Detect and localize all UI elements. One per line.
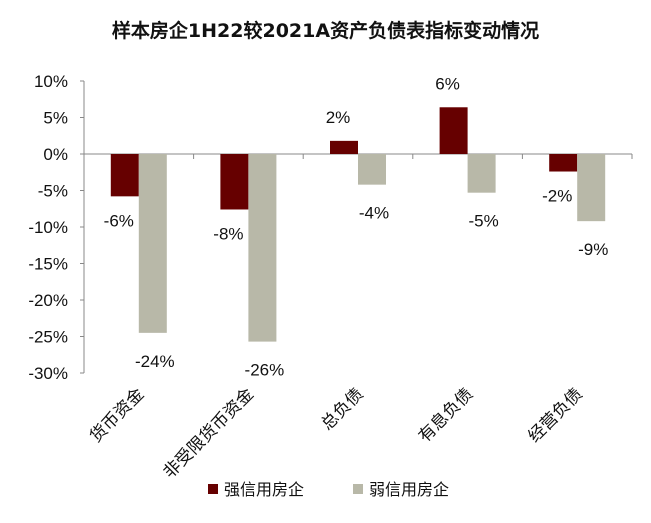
data-label: -24% [135,352,175,371]
data-label: -26% [245,361,285,380]
data-label: -6% [104,211,134,230]
data-label: 6% [435,74,460,93]
bar [358,154,386,185]
bar [439,107,468,154]
data-label: -4% [359,204,389,223]
bar [220,154,249,210]
data-label: -5% [468,212,498,231]
y-tick-label: -15% [28,255,68,274]
bar [138,154,167,333]
bar [467,154,496,193]
y-tick-label: -10% [28,218,68,237]
data-label: 2% [326,108,351,127]
bar [330,140,358,154]
y-tick-label: -25% [28,328,68,347]
data-label: -9% [578,240,608,259]
bar [577,154,606,222]
bar [549,154,578,172]
chart-title: 样本房企1H22较2021A资产负债表指标变动情况 [111,20,540,42]
legend-swatch [208,484,218,494]
x-tick-label: 总负债 [317,384,367,434]
y-tick-label: -5% [38,182,68,201]
legend-swatch [353,484,363,494]
x-tick-label: 有息负债 [415,384,477,446]
y-tick-label: 5% [43,109,68,128]
bar [248,154,277,342]
x-tick-label: 经营负债 [525,384,587,446]
legend-label: 弱信用房企 [369,480,449,499]
x-tick-label: 非受限货币资金 [160,384,258,482]
x-tick-label: 货币资金 [86,384,148,446]
data-label: -2% [542,187,572,206]
y-tick-label: 0% [43,145,68,164]
bar [110,154,139,197]
y-tick-label: -30% [28,364,68,383]
y-tick-label: 10% [34,72,68,91]
y-tick-label: -20% [28,291,68,310]
data-label: -8% [213,224,243,243]
legend-label: 强信用房企 [224,480,304,499]
